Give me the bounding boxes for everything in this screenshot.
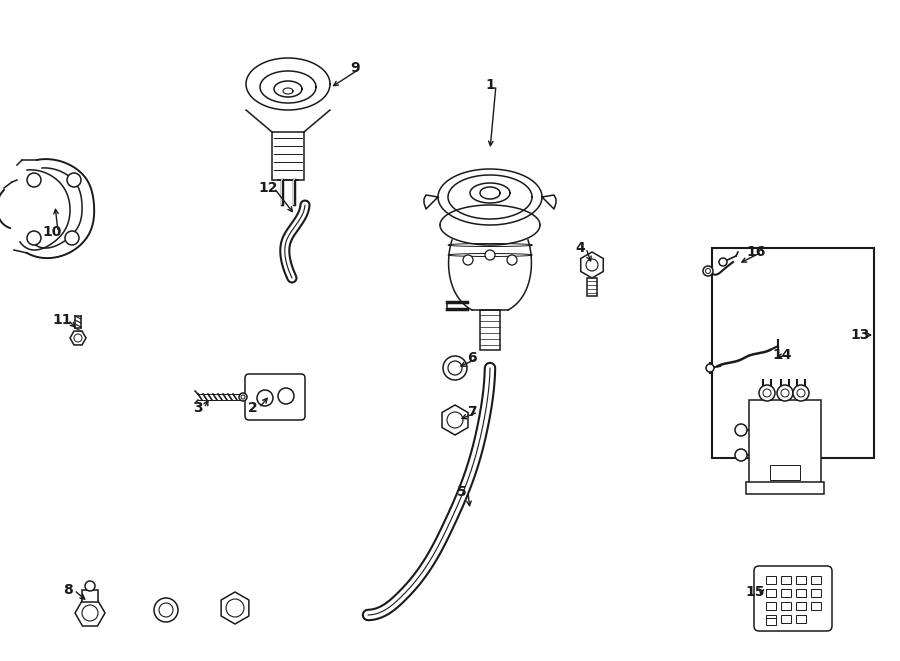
Polygon shape [580,252,603,278]
Circle shape [759,385,775,401]
Bar [82,590,98,602]
Text: 7: 7 [467,405,477,419]
Text: 11: 11 [52,313,72,327]
Bar [480,310,500,350]
FancyBboxPatch shape [754,566,832,631]
Polygon shape [70,331,86,345]
Circle shape [278,388,294,404]
Bar [811,602,821,610]
Text: 3: 3 [194,401,202,415]
Circle shape [735,449,747,461]
Bar [781,589,791,597]
Circle shape [257,390,273,406]
Circle shape [706,364,714,372]
Bar [811,589,821,597]
Bar [781,576,791,584]
Text: 10: 10 [42,225,62,239]
Bar [746,482,824,494]
Bar [272,132,304,180]
Bar [796,589,806,597]
Bar [796,615,806,623]
Circle shape [463,255,473,265]
Text: 8: 8 [63,583,73,597]
Bar [811,576,821,584]
Polygon shape [221,592,249,624]
Circle shape [485,250,495,260]
Text: 4: 4 [575,241,585,255]
Circle shape [703,266,713,276]
Circle shape [448,361,462,375]
Text: 2: 2 [248,401,258,415]
Circle shape [447,412,463,428]
Polygon shape [442,405,468,435]
Circle shape [239,393,247,401]
Circle shape [82,605,98,621]
Circle shape [507,255,517,265]
Circle shape [27,173,41,187]
Text: 1: 1 [485,78,495,92]
Text: 12: 12 [258,181,278,195]
Bar [712,248,874,458]
Circle shape [735,424,747,436]
Circle shape [85,581,95,591]
Bar [770,465,800,480]
Bar [749,400,821,490]
Bar [766,615,776,623]
Circle shape [226,599,244,617]
Text: 9: 9 [350,61,360,75]
Bar [766,602,776,610]
Text: 16: 16 [746,245,766,259]
Circle shape [797,389,805,397]
Circle shape [586,259,598,271]
Text: 14: 14 [772,348,792,362]
Bar [587,278,597,296]
Text: 6: 6 [467,351,477,365]
Circle shape [706,268,710,274]
Circle shape [67,173,81,187]
Bar [766,618,776,625]
Circle shape [719,258,727,266]
Circle shape [781,389,789,397]
Text: 15: 15 [745,585,765,599]
FancyBboxPatch shape [245,374,305,420]
Circle shape [27,231,41,245]
Circle shape [65,231,79,245]
Text: 13: 13 [850,328,869,342]
Bar [766,576,776,584]
Bar [781,615,791,623]
Circle shape [159,603,173,617]
Bar [781,602,791,610]
Circle shape [74,334,82,342]
Bar [796,602,806,610]
Circle shape [241,395,245,399]
Circle shape [793,385,809,401]
Circle shape [154,598,178,622]
Circle shape [443,356,467,380]
Circle shape [777,385,793,401]
Polygon shape [75,600,105,626]
Text: 5: 5 [457,485,467,499]
Circle shape [763,389,771,397]
Bar [796,576,806,584]
Bar [766,589,776,597]
